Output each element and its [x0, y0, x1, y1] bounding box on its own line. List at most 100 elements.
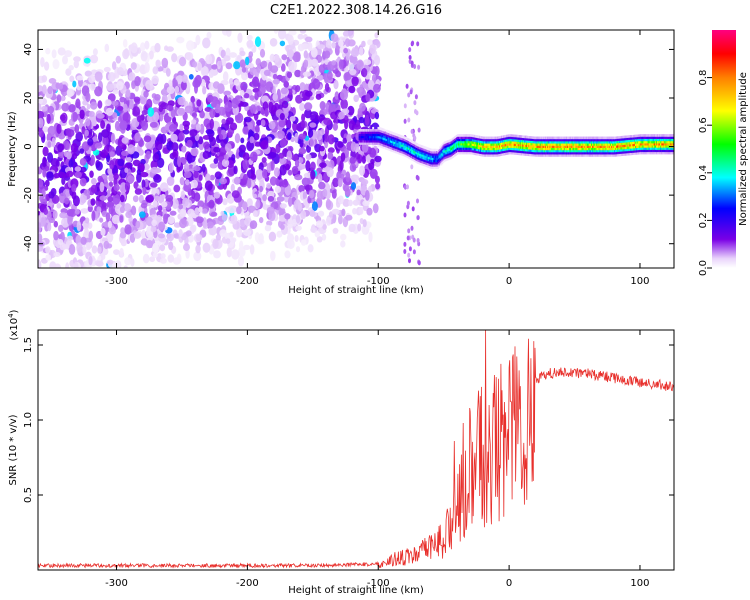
heatmap-cell [626, 139, 629, 143]
heatmap-cell [150, 182, 158, 188]
heatmap-cell [210, 101, 217, 108]
heatmap-cell [383, 131, 386, 134]
heatmap-cell [567, 154, 569, 157]
heatmap-cell [511, 151, 514, 155]
heatmap-cell [466, 140, 469, 144]
heatmap-cell [221, 118, 226, 125]
heatmap-cell [525, 151, 527, 154]
heatmap-cell [492, 151, 495, 155]
heatmap-cell [411, 206, 415, 212]
heatmap-cell [209, 174, 215, 181]
heatmap-cell [645, 145, 648, 148]
heatmap-cell [413, 145, 415, 149]
heatmap-cell [428, 152, 431, 156]
heatmap-cell [79, 109, 85, 120]
heatmap-cell [549, 151, 552, 155]
heatmap-cell [556, 154, 559, 157]
heatmap-cell [425, 149, 428, 152]
heatmap-cell [369, 135, 371, 139]
heatmap-cell [624, 146, 627, 150]
heatmap-cell [406, 184, 409, 190]
heatmap-cell [598, 141, 601, 144]
heatmap-cell [85, 217, 90, 224]
heatmap-cell [564, 145, 567, 148]
heatmap-cell [195, 123, 202, 131]
heatmap-cell [88, 230, 94, 241]
heatmap-cell [167, 254, 175, 263]
heatmap-cell [309, 189, 315, 199]
heatmap-cell [440, 151, 443, 155]
heatmap-cell [86, 103, 91, 110]
heatmap-cell [458, 147, 460, 150]
heatmap-cell [512, 134, 515, 138]
heatmap-cell [38, 233, 43, 243]
heatmap-cell [378, 140, 381, 143]
heatmap-cell [429, 166, 432, 169]
heatmap-cell [136, 168, 142, 176]
heatmap-cell [619, 136, 622, 139]
heatmap-cell [161, 201, 168, 208]
heatmap-cell [573, 145, 576, 148]
heatmap-cell [440, 162, 443, 166]
heatmap-cell [456, 139, 458, 142]
heatmap-cell [439, 161, 442, 165]
heatmap-cell [636, 136, 638, 140]
heatmap-cell [530, 136, 533, 139]
heatmap-cell [472, 145, 475, 149]
heatmap-cell [254, 124, 260, 133]
heatmap-cell [119, 215, 124, 223]
heatmap-cell [360, 142, 363, 145]
heatmap-cell [350, 141, 357, 152]
heatmap-cell [444, 143, 447, 146]
heatmap-cell [597, 138, 600, 142]
heatmap-cell [381, 132, 384, 136]
heatmap-cell [422, 147, 425, 151]
heatmap-cell [621, 153, 624, 156]
heatmap-cell [442, 147, 445, 150]
heatmap-cell [398, 143, 401, 146]
heatmap-cell [385, 136, 388, 139]
heatmap-cell [625, 146, 628, 150]
heatmap-cell [562, 136, 565, 140]
heatmap-cell [548, 136, 550, 140]
heatmap-cell [398, 138, 401, 142]
heatmap-cell [488, 147, 491, 151]
heatmap-cell [473, 139, 476, 142]
heatmap-cell [396, 148, 399, 152]
heatmap-cell [516, 139, 519, 142]
heatmap-cell [406, 144, 409, 148]
heatmap-cell [376, 140, 379, 143]
heatmap-cell [612, 141, 614, 144]
heatmap-cell [426, 158, 429, 161]
heatmap-cell [417, 143, 420, 147]
heatmap-cell [463, 142, 466, 146]
heatmap-cell [448, 141, 451, 145]
heatmap-cell [318, 64, 326, 74]
heatmap-cell [621, 144, 624, 148]
heatmap-cell [270, 65, 279, 73]
heatmap-cell [578, 143, 581, 146]
heatmap-cell [370, 131, 372, 134]
heatmap-cell [101, 253, 106, 260]
heatmap-cell [443, 157, 446, 160]
heatmap-cell [491, 138, 494, 142]
heatmap-cell [555, 147, 558, 151]
heatmap-cell [447, 148, 450, 152]
heatmap-cell [533, 153, 536, 157]
heatmap-cell [459, 145, 461, 148]
heatmap-cell [597, 151, 600, 155]
heatmap-cell [317, 173, 323, 184]
heatmap-cell [58, 82, 64, 90]
heatmap-cell [437, 151, 439, 154]
heatmap-cell [471, 134, 474, 138]
heatmap-cell [432, 153, 435, 156]
heatmap-cell [606, 149, 609, 153]
heatmap-cell [489, 141, 492, 144]
heatmap-cell [84, 129, 89, 137]
heatmap-cell [546, 136, 548, 140]
heatmap-cell [277, 130, 285, 139]
heatmap-cell [249, 220, 258, 230]
heatmap-cell [485, 138, 488, 142]
heatmap-cell [165, 194, 174, 202]
heatmap-cell [451, 155, 454, 158]
